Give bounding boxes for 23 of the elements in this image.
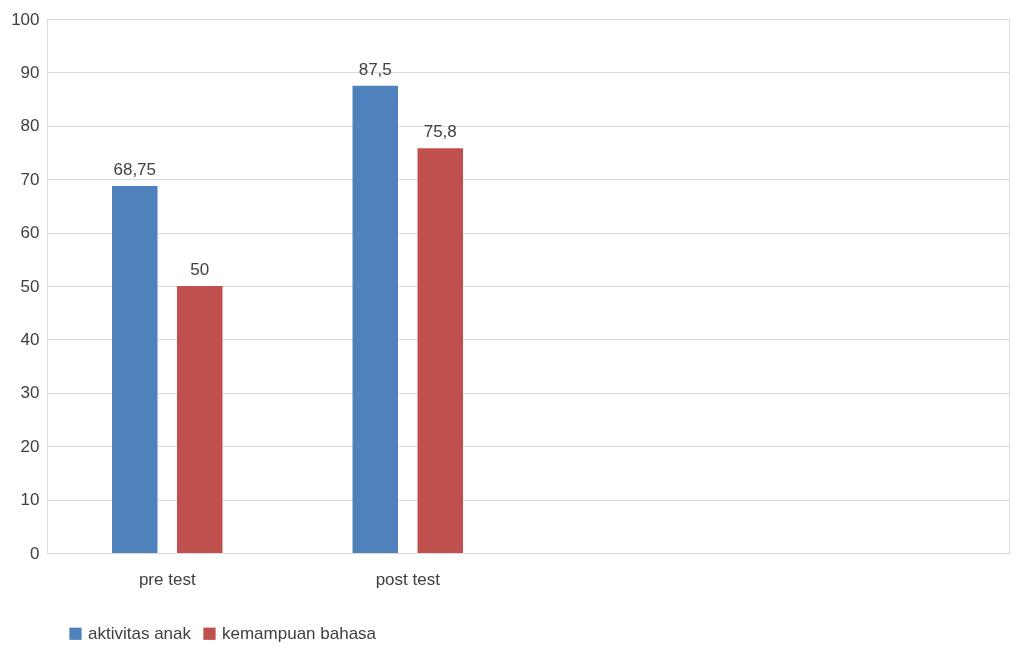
bar <box>352 85 398 553</box>
legend-label: kemampuan bahasa <box>222 623 377 643</box>
y-tick-label: 0 <box>30 543 40 563</box>
y-tick-label: 100 <box>11 9 40 29</box>
data-label: 75,8 <box>423 122 457 142</box>
y-tick-label: 60 <box>20 223 40 243</box>
x-tick-label: post test <box>375 569 441 589</box>
bar <box>177 286 223 553</box>
y-tick-label: 10 <box>20 490 40 510</box>
bar <box>112 185 158 553</box>
y-tick-label: 20 <box>20 436 40 456</box>
y-tick-label: 30 <box>20 383 40 403</box>
data-label: 50 <box>190 260 210 279</box>
x-tick-label: pre test <box>138 569 196 589</box>
data-label: 87,5 <box>358 59 392 79</box>
y-tick-label: 80 <box>20 116 40 136</box>
bar <box>417 148 463 553</box>
y-tick-label: 90 <box>20 62 40 82</box>
legend-label: aktivitas anak <box>88 623 192 643</box>
data-label: 68,75 <box>113 159 157 179</box>
y-tick-label: 50 <box>20 276 40 296</box>
y-tick-label: 40 <box>20 329 40 349</box>
y-tick-label: 70 <box>20 169 40 189</box>
